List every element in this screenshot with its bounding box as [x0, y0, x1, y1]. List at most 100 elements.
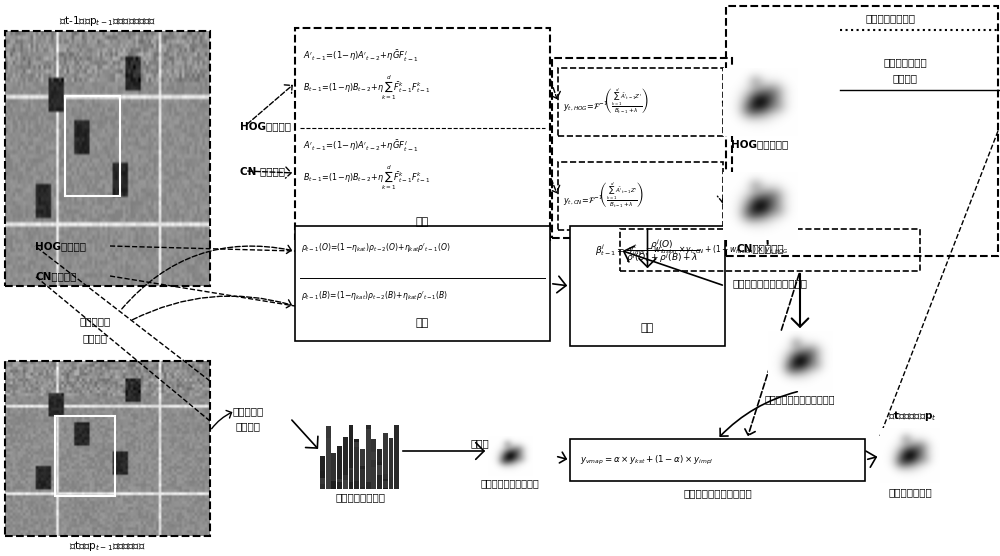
Bar	[354, 486, 359, 489]
Bar	[295, 28, 550, 240]
Bar	[331, 453, 336, 489]
Bar	[331, 488, 336, 489]
Bar	[383, 433, 388, 489]
Bar	[349, 487, 353, 489]
Bar	[343, 481, 348, 489]
Bar	[383, 479, 388, 489]
Bar	[371, 471, 376, 489]
Bar	[326, 482, 331, 489]
Bar	[343, 470, 348, 489]
Bar	[331, 466, 336, 489]
Bar	[337, 463, 342, 489]
Bar	[343, 475, 348, 489]
Bar	[389, 476, 393, 489]
Bar	[389, 485, 393, 489]
Bar	[366, 425, 371, 489]
Text: 模板特征相关部分: 模板特征相关部分	[865, 13, 915, 23]
Bar	[389, 480, 393, 489]
Bar	[349, 468, 353, 489]
Bar	[394, 486, 399, 489]
Bar	[371, 439, 376, 489]
Bar	[331, 480, 336, 489]
Bar	[394, 486, 399, 489]
Bar	[337, 446, 342, 489]
Bar	[320, 478, 325, 489]
Text: $y_{t,CN}\!=\!\mathcal{F}^{-1}\!\!\left(\frac{\sum_{k=1}^{d}\bar{A}'_{t-1}Z'}{B_: $y_{t,CN}\!=\!\mathcal{F}^{-1}\!\!\left(…	[563, 180, 644, 210]
Bar	[552, 58, 732, 238]
Bar	[326, 474, 331, 489]
Bar	[326, 472, 331, 489]
Bar	[320, 484, 325, 489]
Bar	[354, 458, 359, 489]
Bar	[331, 481, 336, 489]
Bar	[320, 488, 325, 489]
Bar	[394, 455, 399, 489]
Bar	[371, 451, 376, 489]
Bar	[383, 488, 388, 489]
Bar	[354, 468, 359, 489]
Bar	[65, 96, 120, 196]
Bar	[371, 486, 376, 489]
Bar	[354, 442, 359, 489]
Bar	[331, 487, 336, 489]
Bar	[354, 475, 359, 489]
Bar	[343, 459, 348, 489]
Bar	[349, 476, 353, 489]
Text: 第t帧，p$_{t-1}$位置观测目标: 第t帧，p$_{t-1}$位置观测目标	[69, 539, 146, 553]
Bar	[366, 449, 371, 489]
Text: 每个像素的相似度: 每个像素的相似度	[335, 492, 385, 502]
Bar	[371, 480, 376, 489]
Bar	[570, 439, 865, 481]
Bar	[349, 488, 353, 489]
Bar	[337, 483, 342, 489]
Bar	[343, 458, 348, 489]
Bar	[337, 475, 342, 489]
Text: $A'_{t-1}\!=\!(1\!-\!\eta)A'_{t-2}\!+\!\eta\bar{G}F^l_{t-1}$: $A'_{t-1}\!=\!(1\!-\!\eta)A'_{t-2}\!+\!\…	[303, 138, 418, 153]
Bar	[337, 449, 342, 489]
Bar	[377, 488, 382, 489]
Bar	[377, 465, 382, 489]
Bar	[377, 480, 382, 489]
Bar	[360, 469, 365, 489]
Bar	[394, 438, 399, 489]
Text: $\rho_{t-1}(B)\!=\!(1\!-\!\eta_{kat})\rho_{t-2}(B)\!+\!\eta_{kat}\rho'_{t-1}(B)$: $\rho_{t-1}(B)\!=\!(1\!-\!\eta_{kat})\rh…	[301, 290, 448, 302]
Bar	[354, 481, 359, 489]
Text: 第二层固定系数特征融合: 第二层固定系数特征融合	[683, 488, 752, 498]
Bar	[377, 483, 382, 489]
Bar	[394, 483, 399, 489]
Text: CN特征观测: CN特征观测	[35, 271, 76, 281]
Text: 积分图: 积分图	[471, 438, 489, 448]
Text: 最终融合响应图: 最终融合响应图	[888, 487, 932, 497]
Bar	[377, 462, 382, 489]
Bar	[343, 479, 348, 489]
Bar	[331, 462, 336, 489]
Bar	[337, 479, 342, 489]
Bar	[331, 456, 336, 489]
Bar	[394, 458, 399, 489]
Text: HOG特征观测: HOG特征观测	[35, 241, 86, 251]
Bar	[389, 477, 393, 489]
Bar	[383, 485, 388, 489]
Bar	[360, 470, 365, 489]
Bar	[389, 480, 393, 489]
Text: $y_{t,HOG}\!=\!\mathcal{F}^{-1}\!\!\left(\frac{\sum_{k=1}^{d}\bar{A}'_{t-1}Z'}{B: $y_{t,HOG}\!=\!\mathcal{F}^{-1}\!\!\left…	[563, 86, 649, 116]
Text: 第一层自适应加权特征融合: 第一层自适应加权特征融合	[732, 278, 808, 288]
Bar	[320, 465, 325, 489]
Bar	[354, 488, 359, 489]
Bar	[371, 452, 376, 489]
Text: 更新: 更新	[416, 318, 429, 328]
Text: 基于目标区域的相似度: 基于目标区域的相似度	[481, 478, 539, 488]
Bar	[326, 487, 331, 489]
Text: 基于模板特征融合后响应图: 基于模板特征融合后响应图	[765, 394, 835, 404]
Bar	[394, 487, 399, 489]
Text: CN特征响应图: CN特征响应图	[736, 243, 784, 253]
Bar	[366, 444, 371, 489]
Bar	[349, 486, 353, 489]
Text: $\rho_{t-1}(O)\!=\!(1\!-\!\eta_{kat})\rho_{t-2}(O)\!+\!\eta_{kat}\rho'_{t-1}(O)$: $\rho_{t-1}(O)\!=\!(1\!-\!\eta_{kat})\rh…	[301, 241, 450, 255]
Bar	[394, 471, 399, 489]
Bar	[377, 477, 382, 489]
Text: CN 特征训练: CN 特征训练	[240, 166, 285, 176]
Bar	[326, 426, 331, 489]
Bar	[360, 485, 365, 489]
Text: $B_{t-1}\!=\!(1\!-\!\eta)B_{t-2}\!+\!\eta\!\sum_{k=1}^{d}\!\bar{F}^k_{t-1}F^k_{t: $B_{t-1}\!=\!(1\!-\!\eta)B_{t-2}\!+\!\et…	[303, 73, 430, 102]
